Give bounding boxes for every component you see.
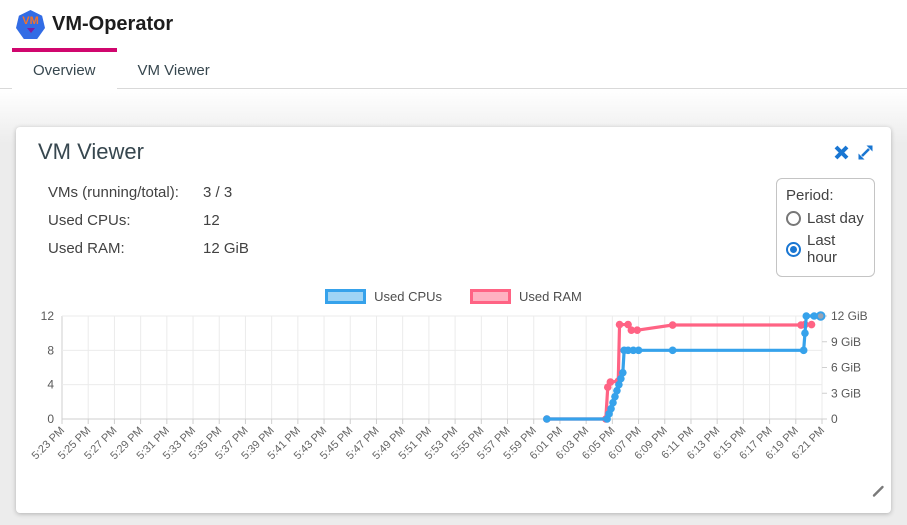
svg-text:0: 0 bbox=[47, 412, 54, 426]
stat-row: VMs (running/total): 3 / 3 bbox=[48, 184, 249, 202]
legend-label: Used RAM bbox=[519, 289, 582, 304]
vm-viewer-card: VM Viewer VMs (running/total): 3 / 3 Used … bbox=[16, 127, 891, 513]
stat-label: VMs (running/total): bbox=[48, 184, 179, 201]
legend-item-used-cpus[interactable]: Used CPUs bbox=[325, 289, 442, 304]
resize-handle-icon[interactable] bbox=[870, 483, 886, 499]
stat-label: Used RAM: bbox=[48, 240, 125, 257]
legend-swatch bbox=[470, 289, 512, 304]
card-title: VM Viewer bbox=[38, 139, 144, 164]
chart-canvas: 5:23 PM5:25 PM5:27 PM5:29 PM5:31 PM5:33 … bbox=[30, 309, 868, 462]
close-icon[interactable] bbox=[833, 144, 850, 161]
logo-text: VM bbox=[22, 15, 39, 27]
main-content: VM Viewer VMs (running/total): 3 / 3 Used … bbox=[0, 89, 907, 525]
tab-overview[interactable]: Overview bbox=[12, 48, 117, 89]
logo-mark bbox=[26, 28, 35, 33]
expand-icon[interactable] bbox=[857, 144, 874, 161]
svg-text:0: 0 bbox=[831, 412, 838, 426]
svg-text:9 GiB: 9 GiB bbox=[831, 335, 861, 349]
stat-value: 12 bbox=[203, 212, 220, 229]
legend-swatch bbox=[325, 289, 367, 304]
stat-value: 12 GiB bbox=[203, 240, 249, 257]
radio-label: Last hour bbox=[807, 232, 838, 266]
radio-label: Last day bbox=[807, 210, 864, 227]
tab-vm-viewer[interactable]: VM Viewer bbox=[137, 62, 210, 79]
svg-text:4: 4 bbox=[47, 378, 54, 392]
card-actions bbox=[833, 144, 874, 161]
radio-unselected-icon[interactable] bbox=[786, 211, 801, 226]
period-label: Period: bbox=[786, 187, 834, 204]
usage-chart: 5:23 PM 5:25 PM 5:27 PM 5:29 PM 5:31 PM 5:33 … bbox=[16, 305, 891, 505]
chart-legend: Used CPUs Used RAM bbox=[16, 289, 891, 304]
svg-text:3 GiB: 3 GiB bbox=[831, 386, 861, 400]
vm-stats: VMs (running/total): 3 / 3 Used CPUs: 12 Use… bbox=[48, 184, 249, 258]
radio-last-day[interactable]: Last day bbox=[786, 210, 865, 227]
period-selector: Period: Last day Last hour bbox=[776, 178, 875, 277]
radio-selected-icon[interactable] bbox=[786, 241, 801, 257]
tab-bar: Overview VM Viewer bbox=[0, 48, 907, 89]
svg-text:8: 8 bbox=[47, 343, 54, 357]
radio-last-hour[interactable]: Last hour bbox=[786, 232, 865, 266]
svg-text:12: 12 bbox=[41, 309, 55, 323]
legend-label: Used CPUs bbox=[374, 289, 443, 304]
stat-label: Used CPUs: bbox=[48, 212, 131, 229]
stat-row: Used CPUs: 12 bbox=[48, 212, 249, 230]
svg-text:6 GiB: 6 GiB bbox=[831, 361, 861, 375]
stat-row: Used RAM: 12 GiB bbox=[48, 240, 249, 258]
app-header: VM VM-Operator bbox=[0, 0, 907, 48]
app-title: VM-Operator bbox=[52, 13, 174, 35]
period-options: Last day Last hour bbox=[786, 210, 865, 266]
legend-item-used-ram[interactable]: Used RAM bbox=[470, 289, 582, 304]
stat-value: 3 / 3 bbox=[203, 184, 233, 201]
app-logo-icon: VM bbox=[16, 10, 45, 39]
svg-text:12 GiB: 12 GiB bbox=[831, 309, 868, 323]
